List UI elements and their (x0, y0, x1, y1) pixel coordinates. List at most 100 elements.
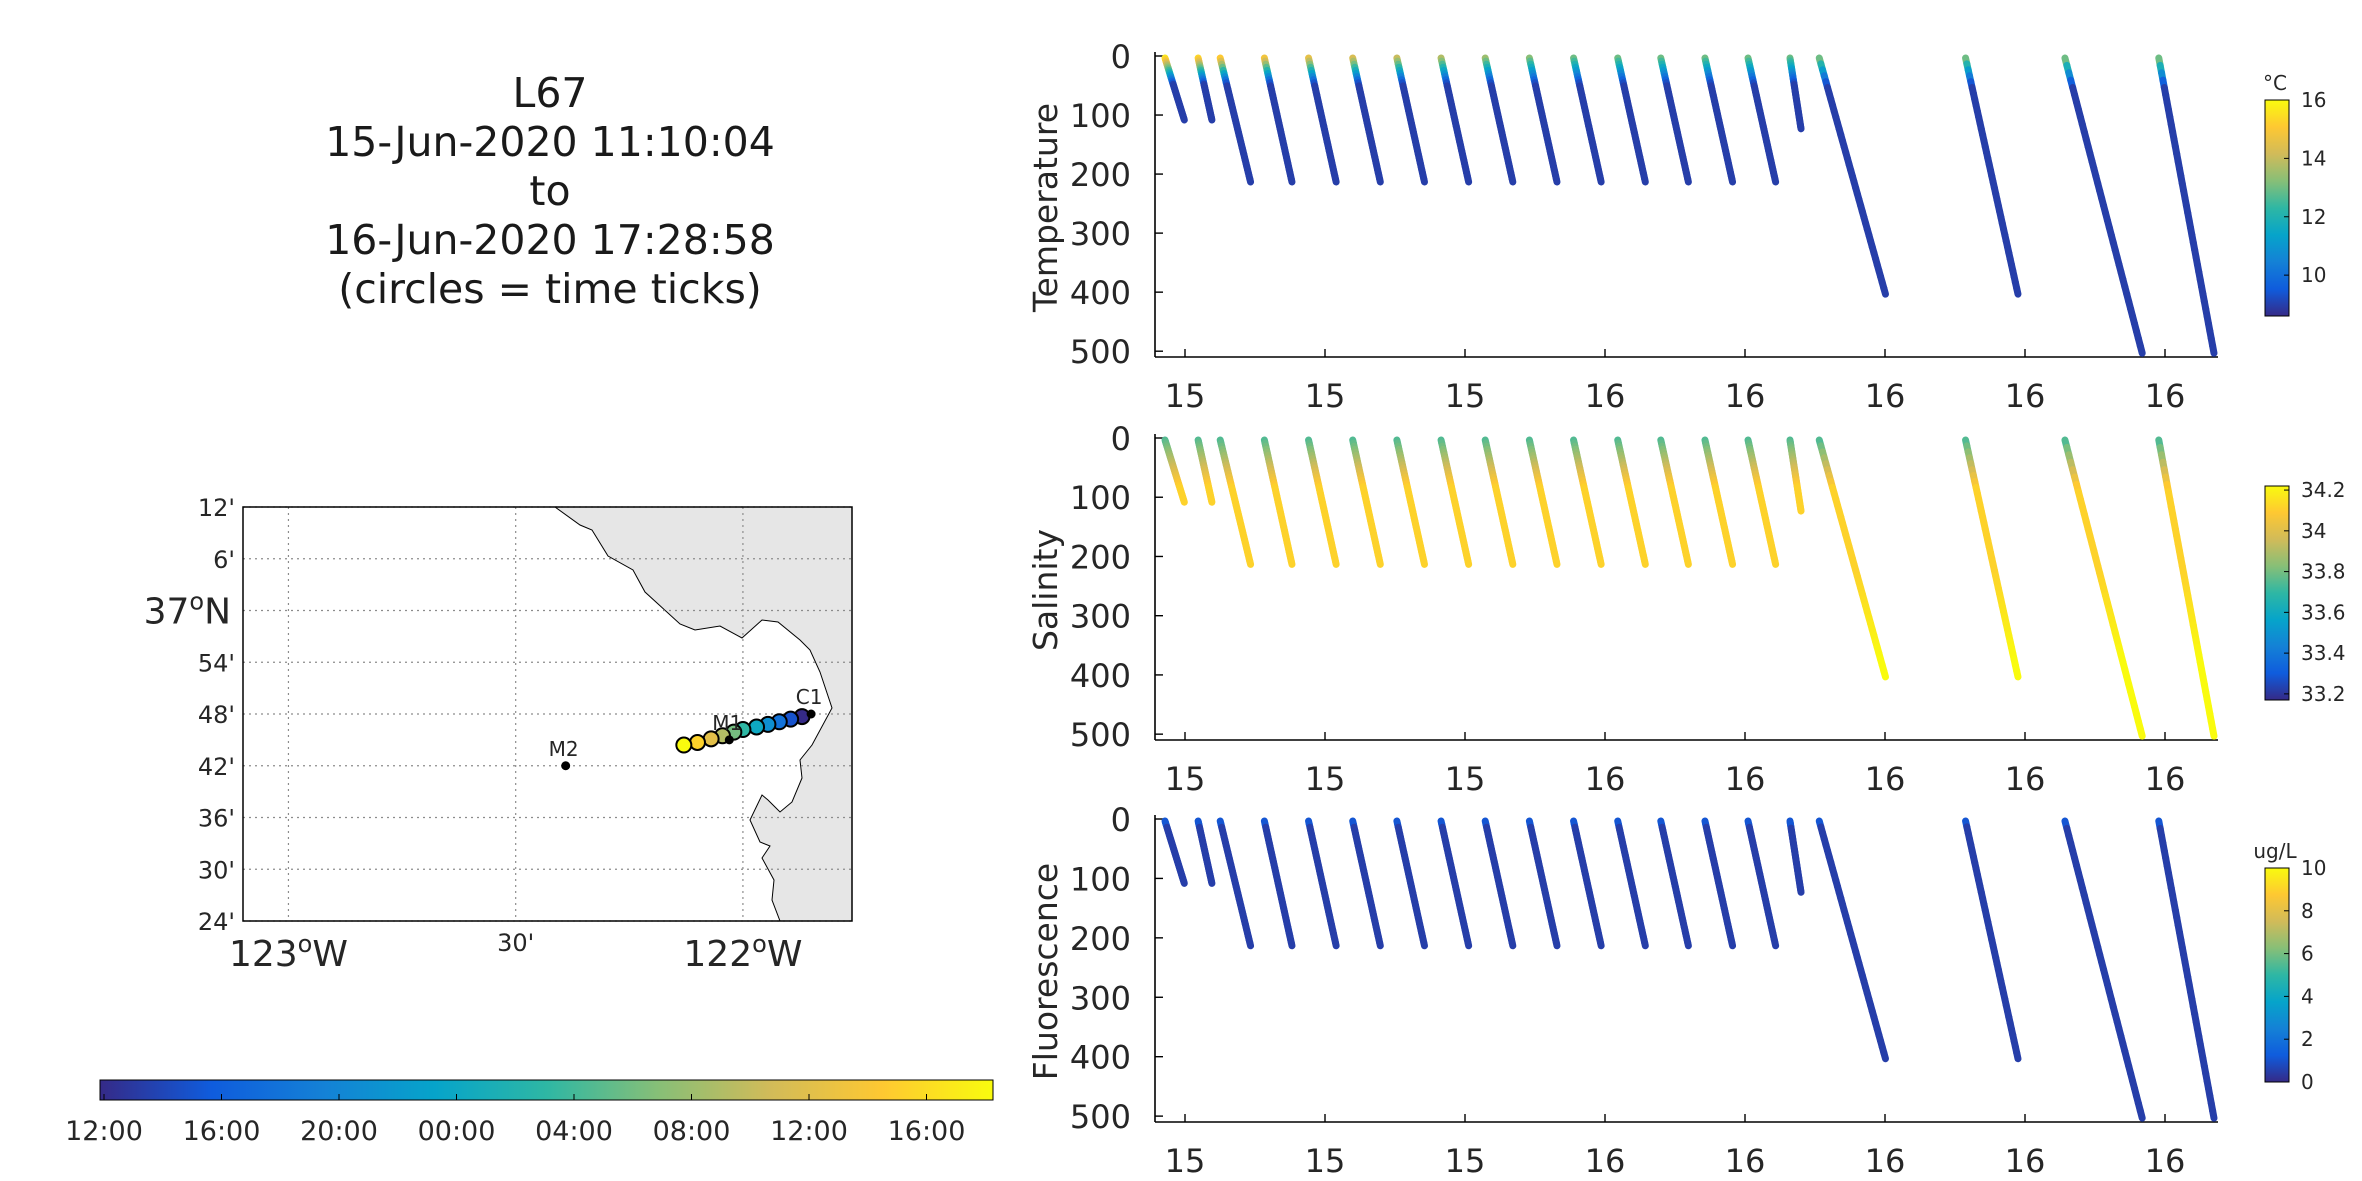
section-profile-segment (1420, 557, 1428, 568)
section-y-tick-label: 300 (1070, 215, 1131, 253)
section-colorbar-tick-label: 8 (2301, 899, 2314, 923)
section-profile-segment (1771, 175, 1780, 186)
section-colorbar-tick-label: 33.2 (2301, 682, 2346, 706)
section-y-tick-label: 200 (1070, 920, 1131, 958)
section-y-tick-label: 500 (1070, 1098, 1131, 1136)
section-x-tick-label: 16 (2145, 760, 2186, 798)
section-x-tick-label: 16 (2005, 1142, 2046, 1180)
section-profile-segment (1728, 175, 1737, 186)
section-profile-segment (1880, 667, 1889, 681)
section-colorbar-tick-label: 34 (2301, 519, 2326, 543)
map-lon-tick-label: 122oW (683, 930, 802, 975)
section-profile-segment (1376, 939, 1384, 950)
section-profile-segment (1376, 175, 1384, 186)
section-y-tick-label: 400 (1070, 657, 1131, 695)
section-profile-segment (1287, 939, 1296, 950)
section-profile-segment (1880, 1049, 1889, 1063)
time-colorbar-tick-label: 16:00 (183, 1116, 261, 1147)
section-x-tick-label: 15 (1305, 377, 1346, 415)
section-x-tick-label: 15 (1445, 760, 1486, 798)
time-colorbar-tick-label: 20:00 (300, 1116, 378, 1147)
section-x-tick-label: 15 (1305, 1142, 1346, 1180)
section-ylabel: Salinity (1026, 529, 1065, 651)
section-x-tick-label: 16 (2145, 377, 2186, 415)
section-x-tick-label: 16 (1725, 1142, 1766, 1180)
section-colorbar-tick-label: 14 (2301, 146, 2326, 170)
map-station-label: M2 (549, 737, 579, 761)
section-colorbar-tick-label: 16 (2301, 88, 2326, 112)
section-profile-segment (1331, 175, 1340, 186)
section-x-tick-label: 16 (2005, 377, 2046, 415)
section-y-tick-label: 200 (1070, 156, 1131, 194)
section-colorbar (2264, 485, 2290, 701)
section-profile-segment (1552, 175, 1561, 186)
section-y-tick-label: 0 (1111, 420, 1131, 458)
section-ylabel: Temperature (1026, 103, 1065, 313)
section-colorbar-tick-label: 33.4 (2301, 641, 2346, 665)
time-colorbar-tick-label: 12:00 (65, 1116, 143, 1147)
section-y-tick-label: 100 (1070, 860, 1131, 898)
map-track-point (748, 718, 766, 736)
section-y-tick-label: 500 (1070, 333, 1131, 371)
section-colorbar-tick-label: 0 (2301, 1070, 2314, 1094)
section-y-tick-label: 0 (1111, 38, 1131, 76)
section-profile-segment (1287, 557, 1296, 568)
section-x-tick-label: 15 (1165, 1142, 1206, 1180)
section-profile-segment (1508, 557, 1517, 568)
section-profile-segment (1246, 939, 1255, 950)
section-ylabel: Fluorescence (1026, 863, 1065, 1080)
section-colorbar (2264, 99, 2290, 317)
section-colorbar-tick-label: 10 (2301, 856, 2326, 880)
map-track-point (675, 736, 693, 754)
section-profile-segment (2209, 1107, 2218, 1122)
map-lon-tick-label: 30' (497, 929, 534, 957)
section-colorbar-tick-label: 34.2 (2301, 478, 2346, 502)
section-profile-segment (1508, 939, 1517, 950)
section-x-tick-label: 16 (1585, 760, 1626, 798)
section-profile-segment (1420, 175, 1428, 186)
section-x-tick-label: 16 (2145, 1142, 2186, 1180)
section-x-tick-label: 15 (1165, 377, 1206, 415)
section-profile-segment (1287, 175, 1296, 186)
section-profile-segment (1728, 939, 1737, 950)
section-profile-segment (1420, 939, 1428, 950)
section-colorbar-unit: °C (2263, 71, 2287, 95)
section-profile-segment (1771, 557, 1780, 568)
section-profile-segment (1246, 557, 1255, 568)
section-colorbar (2264, 867, 2290, 1083)
figure-title-line4: 16-Jun-2020 17:28:58 (325, 216, 775, 264)
section-profile-segment (1331, 939, 1340, 950)
section-x-tick-label: 15 (1305, 760, 1346, 798)
figure-title-line2: 15-Jun-2020 11:10:04 (325, 118, 775, 166)
section-x-tick-label: 15 (1165, 760, 1206, 798)
section-x-tick-label: 16 (1725, 760, 1766, 798)
section-x-tick-label: 16 (2005, 760, 2046, 798)
section-colorbar-unit: ug/L (2253, 839, 2297, 863)
time-colorbar (99, 1079, 994, 1101)
section-x-tick-label: 15 (1445, 377, 1486, 415)
map-lat-tick-label: 12' (198, 494, 235, 522)
map-frame (242, 506, 853, 922)
section-colorbar-tick-label: 6 (2301, 942, 2314, 966)
map-station-marker (561, 761, 571, 771)
section-x-tick-label: 15 (1445, 1142, 1486, 1180)
time-colorbar-tick-label: 12:00 (770, 1116, 848, 1147)
section-y-tick-label: 300 (1070, 979, 1131, 1017)
section-profile-segment (1464, 175, 1473, 186)
section-profile-segment (1684, 175, 1692, 186)
section-profile-segment (2209, 342, 2218, 357)
map-lat-tick-label: 37oN (144, 588, 231, 633)
section-profile-segment (2013, 667, 2022, 681)
section-colorbar-tick-label: 2 (2301, 1027, 2314, 1051)
section-profile-segment (1596, 175, 1605, 186)
section-profile-segment (2136, 1107, 2146, 1122)
section-profile-segment (1464, 939, 1473, 950)
section-profile-segment (2013, 1049, 2022, 1063)
section-profile-segment (1508, 175, 1517, 186)
map-station-label: C1 (796, 685, 823, 709)
map-station-marker (724, 735, 734, 745)
section-y-tick-label: 0 (1111, 801, 1131, 839)
section-y-tick-label: 100 (1070, 479, 1131, 517)
map-lat-tick-label: 6' (213, 546, 235, 574)
section-x-tick-label: 16 (1865, 377, 1906, 415)
